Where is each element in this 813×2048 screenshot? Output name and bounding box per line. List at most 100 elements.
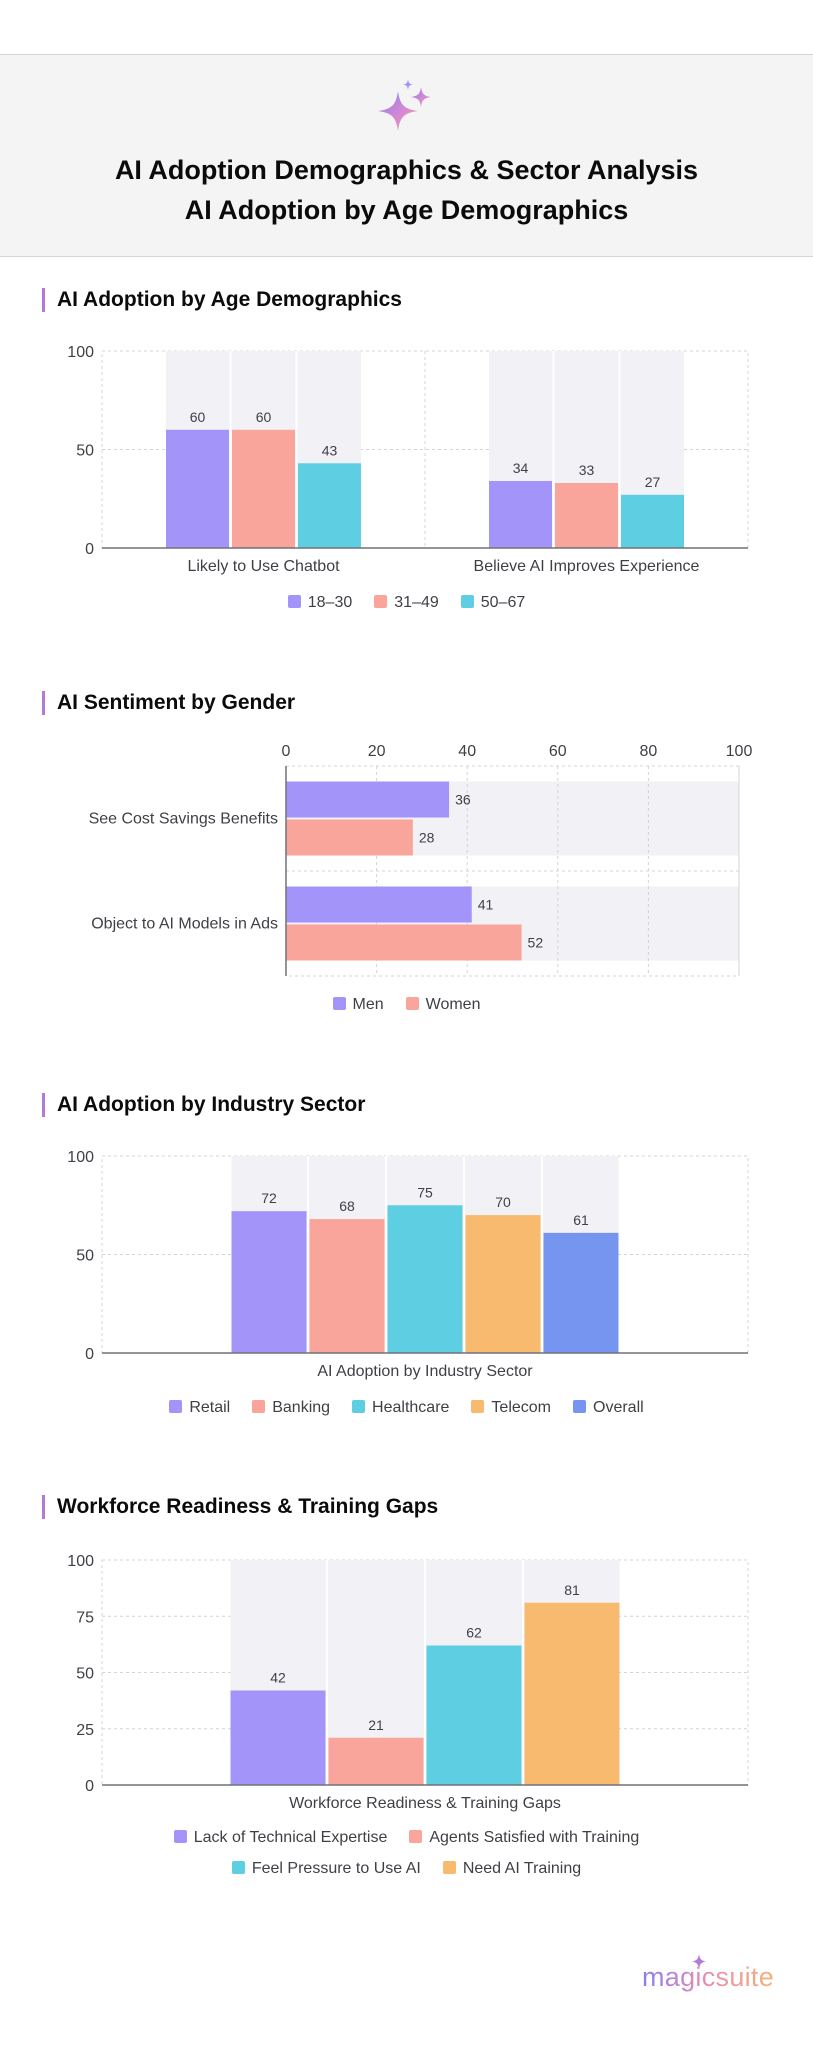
y-tick-label: 50 <box>76 443 94 460</box>
y-tick-label: 0 <box>85 541 94 558</box>
bar-women-see-cost-savings-benefits <box>286 819 413 856</box>
bar-feel-pressure-to-use-ai-workforce-readiness-training-gaps <box>426 1645 522 1785</box>
x-tick-label: 20 <box>368 743 386 760</box>
y-tick-label: Object to AI Models in Ads <box>91 916 278 933</box>
data-label: 21 <box>368 1717 384 1733</box>
legend-label: 31–49 <box>394 594 439 611</box>
x-tick-label: 0 <box>282 743 291 760</box>
legend-label: Overall <box>593 1399 644 1416</box>
data-label: 27 <box>645 474 661 490</box>
data-label: 70 <box>495 1194 511 1210</box>
data-label: 60 <box>190 409 206 425</box>
bar-need-ai-training-workforce-readiness-training-gaps <box>524 1602 620 1785</box>
page-header: AI Adoption Demographics & Sector Analys… <box>0 55 813 257</box>
page-title-line2: AI Adoption by Age Demographics <box>184 195 629 225</box>
x-tick-label: 40 <box>458 743 476 760</box>
legend-item-banking: Banking <box>252 1392 330 1423</box>
bar-50-67-believe-ai-improves-experience <box>621 494 684 548</box>
x-tick-label: Likely to Use Chatbot <box>187 558 340 575</box>
data-label: 33 <box>579 462 595 478</box>
section-title-age: AI Adoption by Age Demographics <box>42 288 402 312</box>
data-label: 41 <box>478 897 494 913</box>
x-tick-label: 100 <box>726 743 753 760</box>
bar-31-49-likely-to-use-chatbot <box>232 429 295 548</box>
bar-31-49-believe-ai-improves-experience <box>555 482 618 548</box>
y-tick-label: 100 <box>67 344 94 361</box>
legend-swatch <box>374 595 388 608</box>
data-label: 42 <box>270 1670 286 1686</box>
legend-label: Retail <box>189 1399 231 1416</box>
legend-swatch <box>409 1830 423 1843</box>
legend-label: Banking <box>272 1399 331 1416</box>
legend-item-healthcare: Healthcare <box>352 1392 449 1423</box>
brand-logo: magicsuite <box>642 1962 775 1992</box>
bar-healthcare-ai-adoption-by-industry-sector <box>387 1205 463 1353</box>
bar-men-object-to-ai-models-in-ads <box>286 886 472 923</box>
legend-item-overall: Overall <box>573 1392 644 1423</box>
legend-swatch <box>471 1400 485 1413</box>
legend-label: Lack of Technical Expertise <box>193 1829 388 1846</box>
bar-agents-satisfied-with-training-workforce-readiness-training-gaps <box>328 1737 424 1785</box>
sparkle-icon <box>692 1954 706 1969</box>
legend-swatch <box>405 997 419 1010</box>
legend-item-feel-pressure-to-use-ai: Feel Pressure to Use AI <box>231 1853 421 1884</box>
age-chart-legend: 18–30 31–49 50–67 <box>0 587 813 618</box>
legend-item-agents-satisfied-with-training: Agents Satisfied with Training <box>409 1822 639 1853</box>
y-tick-label: 0 <box>85 1778 94 1795</box>
legend-item-lack-of-technical-expertise: Lack of Technical Expertise <box>173 1822 388 1853</box>
legend-item-31-49: 31–49 <box>374 587 439 618</box>
x-tick-label: AI Adoption by Industry Sector <box>317 1363 533 1380</box>
y-tick-label: 100 <box>67 1553 94 1570</box>
legend-item-need-ai-training: Need AI Training <box>442 1853 582 1884</box>
y-tick-label: 100 <box>67 1149 94 1166</box>
top-bar <box>0 0 813 55</box>
bar-lack-of-technical-expertise-workforce-readiness-training-gaps <box>230 1690 326 1785</box>
y-tick-label: 50 <box>76 1248 94 1265</box>
bar-banking-ai-adoption-by-industry-sector <box>309 1219 385 1353</box>
data-label: 61 <box>573 1212 589 1228</box>
data-label: 81 <box>564 1582 580 1598</box>
legend-label: Men <box>352 996 384 1013</box>
data-label: 72 <box>261 1190 277 1206</box>
legend-swatch <box>287 595 301 608</box>
data-label: 60 <box>256 409 272 425</box>
y-tick-label: 75 <box>76 1609 94 1626</box>
bar-telecom-ai-adoption-by-industry-sector <box>465 1215 541 1353</box>
data-label: 52 <box>528 935 544 951</box>
legend-item-men: Men <box>332 989 384 1020</box>
sector-chart-legend: Retail Banking Healthcare Telecom Overall <box>0 1392 813 1423</box>
bar-overall-ai-adoption-by-industry-sector <box>543 1232 619 1353</box>
data-label: 36 <box>455 792 471 808</box>
section-title-sector: AI Adoption by Industry Sector <box>42 1093 365 1117</box>
bar-men-see-cost-savings-benefits <box>286 781 450 818</box>
legend-swatch <box>173 1830 187 1843</box>
gender-chart-legend: Men Women <box>0 989 813 1020</box>
x-tick-label: Workforce Readiness & Training Gaps <box>289 1795 561 1812</box>
legend-label: Feel Pressure to Use AI <box>251 1860 421 1877</box>
legend-label: Agents Satisfied with Training <box>429 1829 640 1846</box>
legend-label: Women <box>425 996 481 1013</box>
y-tick-label: 0 <box>85 1346 94 1363</box>
section-title-workforce: Workforce Readiness & Training Gaps <box>42 1495 438 1519</box>
age-adoption-chart: 0 50 100 60 60 43 Likely to Use Chatbot 34 33 27 B… <box>67 344 749 575</box>
data-label: 62 <box>466 1625 482 1641</box>
bar-18-30-believe-ai-improves-experience <box>489 481 552 548</box>
legend-item-women: Women <box>405 989 481 1020</box>
page-title: AI Adoption Demographics & Sector Analys… <box>0 150 813 230</box>
legend-swatch <box>460 595 474 608</box>
legend-label: Need AI Training <box>462 1860 582 1877</box>
legend-swatch <box>252 1400 266 1413</box>
legend-label: 18–30 <box>307 594 353 611</box>
sector-adoption-chart: 0 50 100 72 68 75 70 61 AI Adoption by Industry … <box>67 1149 749 1380</box>
bar-women-object-to-ai-models-in-ads <box>286 924 522 961</box>
data-label: 43 <box>322 442 338 458</box>
data-label: 28 <box>419 830 435 846</box>
legend-item-retail: Retail <box>169 1392 230 1423</box>
y-tick-label: See Cost Savings Benefits <box>89 811 278 828</box>
workforce-readiness-chart: 0 25 50 75 100 42 21 62 81 Workforce Readiness & … <box>67 1553 749 1812</box>
page-title-line1: AI Adoption Demographics & Sector Analys… <box>114 155 699 185</box>
x-tick-label: 60 <box>549 743 567 760</box>
data-label: 34 <box>513 460 529 476</box>
legend-swatch <box>442 1861 456 1874</box>
legend-item-telecom: Telecom <box>471 1392 551 1423</box>
